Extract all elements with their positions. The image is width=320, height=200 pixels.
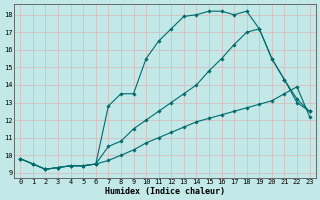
X-axis label: Humidex (Indice chaleur): Humidex (Indice chaleur)	[105, 187, 225, 196]
